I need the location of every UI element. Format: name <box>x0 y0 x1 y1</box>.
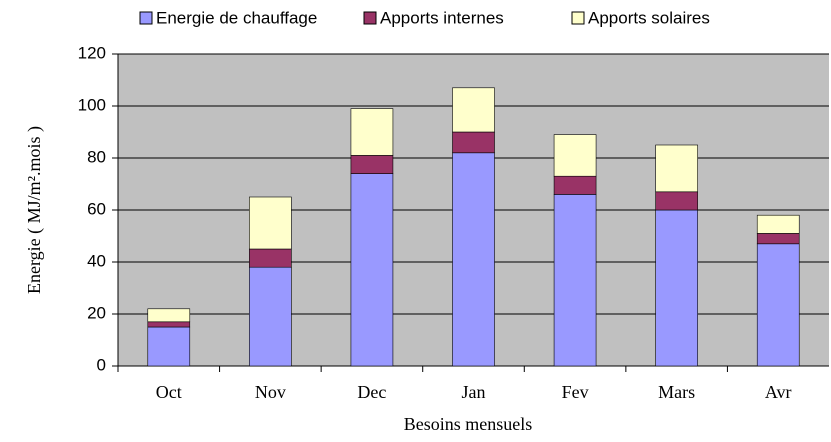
bar-segment <box>147 308 191 323</box>
bar-segment <box>147 321 191 328</box>
bar-segment <box>655 209 698 367</box>
bar-segment <box>452 131 495 154</box>
bar-segment <box>756 233 800 245</box>
y-tick-label: 20 <box>87 303 106 322</box>
legend-label: Apports internes <box>380 8 504 27</box>
y-tick-label: 40 <box>87 251 106 270</box>
legend-swatch <box>139 11 153 25</box>
x-axis-label: Besoins mensuels <box>404 414 533 434</box>
x-tick-label: Oct <box>156 382 182 402</box>
x-tick-label: Avr <box>765 382 792 402</box>
bar-segment <box>147 326 191 367</box>
bar-segment <box>350 155 394 174</box>
y-tick-label: 0 <box>97 355 106 374</box>
bar-segment <box>553 134 597 177</box>
x-tick-label: Dec <box>357 382 386 402</box>
bar-segment <box>350 173 394 367</box>
legend-swatch <box>571 11 585 25</box>
bar-segment <box>249 266 292 367</box>
bar-segment <box>655 144 698 193</box>
x-tick-label: Fev <box>562 382 589 402</box>
bar-segment <box>756 243 800 367</box>
bar-segment <box>756 214 800 234</box>
y-tick-label: 120 <box>78 43 106 62</box>
y-axis-label: Energie ( MJ/m².mois ) <box>24 126 45 294</box>
x-tick-label: Mars <box>658 382 695 402</box>
legend-label: Apports solaires <box>588 8 710 27</box>
bar-segment <box>249 196 292 250</box>
bar-segment <box>553 175 597 195</box>
legend-label: Energie de chauffage <box>156 8 317 27</box>
x-tick-label: Jan <box>462 382 486 402</box>
y-tick-label: 80 <box>87 147 106 166</box>
bar-segment <box>452 87 495 133</box>
x-tick-label: Nov <box>255 382 286 402</box>
bar-segment <box>452 152 495 367</box>
y-tick-label: 100 <box>78 95 106 114</box>
bar-segment <box>249 248 292 268</box>
bar-segment <box>553 194 597 367</box>
legend-swatch <box>363 11 377 25</box>
bar-segment <box>350 108 394 156</box>
bar-segment <box>655 191 698 211</box>
y-tick-label: 60 <box>87 199 106 218</box>
